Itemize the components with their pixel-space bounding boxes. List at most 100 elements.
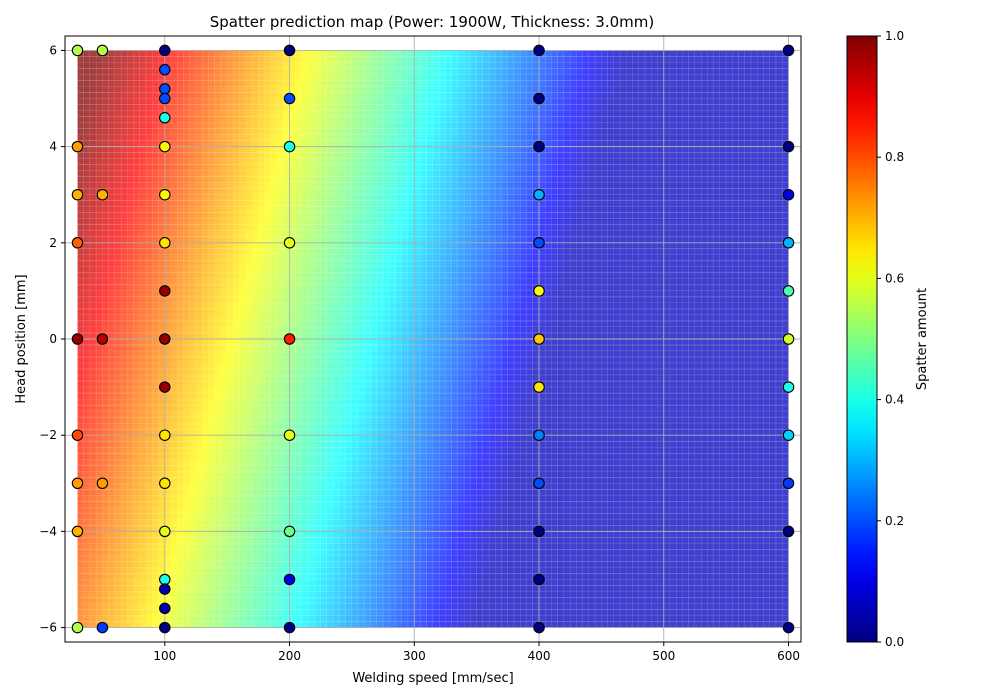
surface-cell (682, 134, 690, 148)
surface-cell (345, 555, 353, 568)
surface-cell (133, 495, 141, 508)
surface-cell (588, 290, 596, 304)
surface-cell (451, 387, 459, 400)
surface-cell (414, 447, 421, 460)
surface-cell (470, 603, 478, 616)
surface-cell (401, 302, 409, 316)
surface-cell (470, 62, 478, 75)
surface-cell (470, 447, 478, 460)
surface-cell (314, 363, 322, 376)
surface-cell (401, 483, 409, 496)
surface-cell (489, 387, 496, 400)
surface-cell (89, 483, 97, 496)
surface-cell (102, 194, 110, 208)
surface-cell (501, 531, 509, 544)
surface-cell (707, 218, 715, 232)
surface-cell (283, 194, 290, 208)
surface-cell (202, 98, 209, 111)
surface-cell (208, 290, 216, 304)
surface-cell (351, 567, 359, 580)
surface-cell (670, 543, 677, 556)
surface-cell (620, 615, 627, 628)
surface-cell (532, 615, 540, 628)
surface-cell (121, 62, 128, 75)
surface-cell (258, 266, 265, 280)
surface-cell (139, 543, 147, 556)
surface-cell (389, 459, 396, 472)
surface-cell (383, 471, 390, 484)
surface-cell (545, 266, 552, 280)
surface-cell (670, 507, 677, 520)
surface-cell (270, 615, 278, 628)
surface-cell (464, 387, 471, 400)
surface-cell (401, 314, 409, 328)
surface-cell (670, 459, 677, 472)
surface-cell (682, 363, 690, 376)
surface-cell (514, 266, 521, 280)
surface-cell (121, 495, 128, 508)
surface-cell (264, 134, 272, 148)
surface-cell (670, 218, 677, 232)
surface-cell (657, 182, 665, 196)
surface-cell (501, 266, 509, 280)
surface-cell (195, 194, 203, 208)
surface-cell (539, 110, 546, 123)
surface-cell (520, 134, 527, 148)
surface-cell (457, 290, 465, 304)
surface-cell (645, 399, 652, 412)
surface-cell (220, 483, 228, 496)
surface-cell (83, 435, 91, 448)
surface-cell (464, 447, 471, 460)
surface-cell (220, 351, 228, 364)
surface-cell (277, 375, 284, 388)
surface-cell (451, 134, 459, 148)
surface-cell (302, 351, 309, 364)
surface-cell (645, 591, 652, 604)
surface-cell (164, 411, 172, 424)
surface-cell (476, 567, 484, 580)
surface-cell (470, 194, 478, 208)
surface-cell (420, 206, 428, 220)
surface-cell (102, 339, 110, 352)
surface-cell (582, 471, 590, 484)
surface-cell (426, 278, 434, 292)
surface-cell (389, 206, 396, 220)
surface-cell (532, 230, 540, 244)
surface-cell (320, 98, 328, 111)
surface-cell (208, 242, 216, 256)
surface-cell (283, 423, 290, 436)
surface-cell (333, 603, 340, 616)
surface-cell (277, 170, 284, 184)
surface-cell (582, 290, 590, 304)
surface-cell (576, 375, 584, 388)
surface-cell (701, 182, 708, 196)
surface-cell (376, 495, 384, 508)
surface-cell (507, 182, 515, 196)
surface-cell (719, 194, 727, 208)
surface-cell (682, 182, 690, 196)
surface-cell (713, 435, 721, 448)
surface-cell (595, 266, 602, 280)
surface-cell (383, 266, 390, 280)
surface-cell (657, 62, 665, 75)
surface-cell (563, 591, 571, 604)
surface-cell (514, 98, 521, 111)
surface-cell (320, 50, 328, 63)
surface-cell (283, 242, 290, 256)
surface-cell (245, 290, 253, 304)
surface-cell (295, 50, 303, 63)
surface-cell (208, 495, 216, 508)
surface-cell (395, 314, 403, 328)
surface-cell (489, 399, 496, 412)
surface-cell (239, 615, 247, 628)
surface-cell (320, 543, 328, 556)
surface-cell (576, 339, 584, 352)
surface-cell (719, 98, 727, 111)
surface-cell (451, 363, 459, 376)
surface-cell (451, 567, 459, 580)
surface-cell (532, 266, 540, 280)
surface-cell (108, 302, 116, 316)
surface-cell (470, 507, 478, 520)
surface-cell (302, 495, 309, 508)
surface-cell (208, 266, 216, 280)
